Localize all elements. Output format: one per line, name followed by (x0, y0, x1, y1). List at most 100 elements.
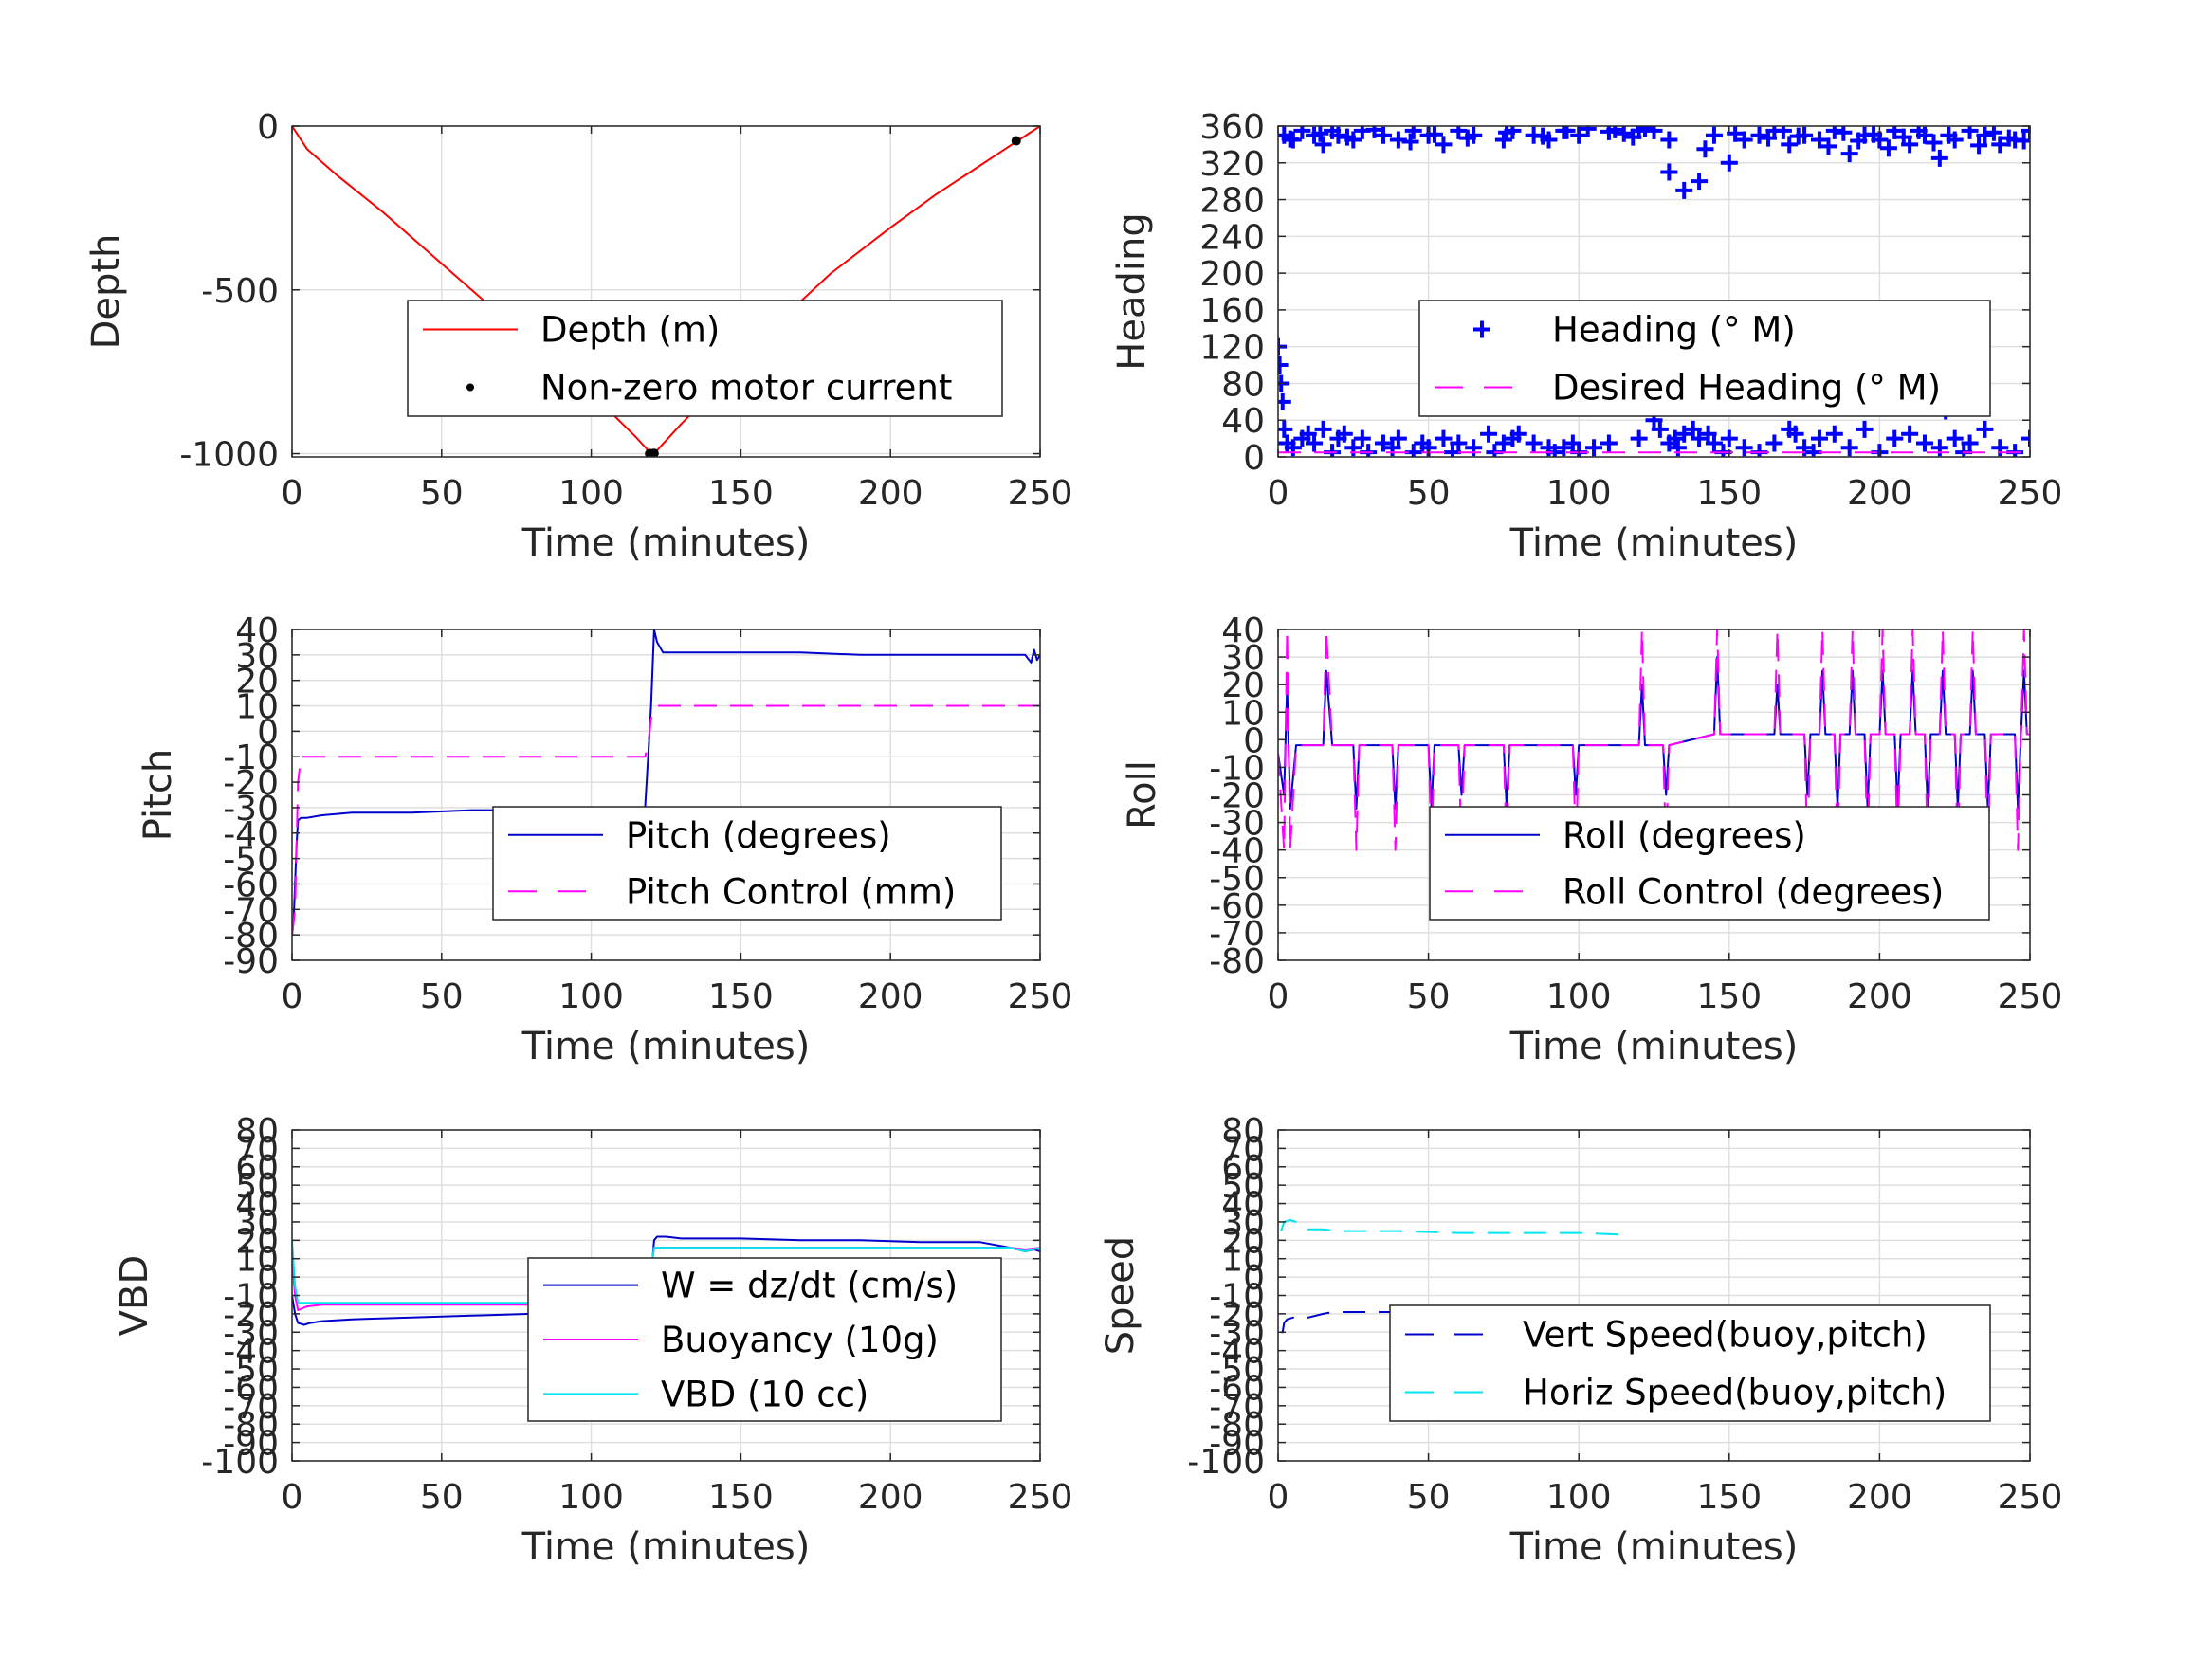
y-tick-label: -20 (223, 1296, 279, 1335)
axes-depth: 0 50 100 150 200 250 0 -500 -1000 Time (minutes) D… (84, 108, 1072, 565)
data-point (1353, 429, 1371, 447)
y-tick-label: 40 (1221, 611, 1265, 650)
data-point (1886, 429, 1904, 447)
legend-label: Desired Heading (° M) (1552, 368, 1941, 409)
x-axis-label: Time (minutes) (1509, 521, 1799, 565)
y-tick-label: -20 (223, 764, 279, 803)
legend-label: Pitch Control (mm) (626, 871, 956, 912)
legend-marker (1473, 320, 1490, 338)
data-point (1435, 429, 1453, 447)
data-point (1699, 425, 1717, 443)
x-tick-label: 250 (1998, 1478, 2063, 1517)
y-tick-label: 20 (1221, 666, 1265, 705)
data-point (1750, 126, 1768, 144)
data-point (1624, 128, 1642, 146)
y-tick-label: -70 (1209, 915, 1265, 954)
data-point (1691, 429, 1709, 447)
y-tick-label: -60 (223, 866, 279, 904)
x-tick-label: 0 (282, 1478, 303, 1517)
data-point (1498, 126, 1516, 141)
axes-box (291, 125, 1041, 458)
data-point (1666, 429, 1684, 447)
data-point (1940, 126, 1958, 144)
x-tick-label: 50 (420, 474, 464, 513)
data-point (1365, 126, 1383, 138)
x-tick-label: 250 (1998, 977, 2063, 1016)
data-point (1786, 425, 1804, 443)
data-point (1465, 439, 1483, 457)
y-tick-label: -90 (223, 942, 279, 981)
y-tick-label: -50 (223, 841, 279, 880)
data-point (1925, 134, 1943, 152)
data-point (2021, 126, 2030, 139)
y-tick-label: 40 (1221, 1186, 1265, 1225)
x-tick-label: 200 (858, 474, 923, 513)
data-point (1404, 126, 1422, 139)
legend-label: W = dz/dt (cm/s) (661, 1266, 958, 1306)
y-axis-label: Depth (84, 234, 128, 350)
x-tick-label: 0 (282, 474, 303, 513)
data-point (1774, 126, 1792, 139)
y-tick-label: -60 (1209, 1369, 1265, 1408)
data-point (1375, 434, 1393, 452)
data-point (1946, 429, 1964, 447)
data-point (1579, 126, 1597, 137)
data-point (1314, 420, 1332, 438)
data-point (1840, 439, 1858, 457)
data-point (1789, 127, 1807, 145)
data-point (1720, 429, 1738, 447)
data-point (1494, 434, 1512, 452)
x-tick-label: 0 (282, 977, 303, 1016)
y-tick-label: 30 (1221, 1204, 1265, 1243)
x-tick-label: 150 (1696, 1478, 1762, 1517)
y-tick-label: -20 (1209, 777, 1265, 816)
x-tick-label: 50 (1407, 474, 1451, 513)
legend-label: VBD (10 cc) (661, 1374, 868, 1414)
data-point (1984, 126, 2002, 141)
data-point (1534, 127, 1552, 145)
x-tick-label: 50 (1407, 977, 1451, 1016)
legend-label: Roll (degrees) (1563, 815, 1806, 856)
data-point (1819, 137, 1837, 155)
data-point (1705, 126, 1723, 144)
data-point (1850, 132, 1868, 150)
legend-box (1429, 806, 1990, 921)
data-point (1314, 136, 1332, 154)
y-tick-label: -40 (1209, 1333, 1265, 1372)
y-tick-label: 30 (235, 637, 279, 676)
x-tick-label: 150 (1696, 474, 1762, 513)
y-tick-label: 60 (1221, 1149, 1265, 1188)
data-point (1344, 439, 1362, 457)
x-tick-label: 250 (1008, 474, 1073, 513)
data-point (1669, 439, 1687, 457)
y-tick-label: 240 (1199, 218, 1265, 257)
series-line (1281, 1309, 1639, 1334)
legend-label: Roll Control (degrees) (1563, 871, 1944, 912)
legend-box (1418, 300, 1991, 417)
x-tick-label: 100 (558, 474, 624, 513)
data-point (1865, 126, 1883, 143)
y-tick-label: 80 (235, 1112, 279, 1151)
y-tick-label: -40 (223, 1333, 279, 1372)
data-point (1293, 126, 1311, 139)
series-line (292, 704, 1040, 936)
y-tick-label: -500 (201, 272, 279, 311)
data-point (1991, 439, 2009, 457)
data-point (1299, 425, 1317, 443)
y-tick-label: -50 (1209, 1351, 1265, 1390)
data-point (1630, 429, 1648, 447)
data-point (1525, 434, 1543, 452)
data-point (1558, 126, 1576, 139)
x-axis-label: Time (minutes) (1509, 1025, 1799, 1068)
y-tick-label: -90 (223, 1425, 279, 1464)
data-point (1835, 126, 1853, 141)
y-tick-label: -10 (1209, 1278, 1265, 1317)
legend-label: Pitch (degrees) (626, 815, 891, 856)
y-tick-label: 320 (1199, 145, 1265, 184)
y-tick-label: -1000 (179, 436, 279, 475)
data-point (2000, 129, 2018, 147)
x-tick-label: 200 (858, 977, 923, 1016)
data-point (1281, 130, 1299, 148)
data-point (1684, 420, 1702, 438)
axes-box (1277, 125, 2031, 458)
